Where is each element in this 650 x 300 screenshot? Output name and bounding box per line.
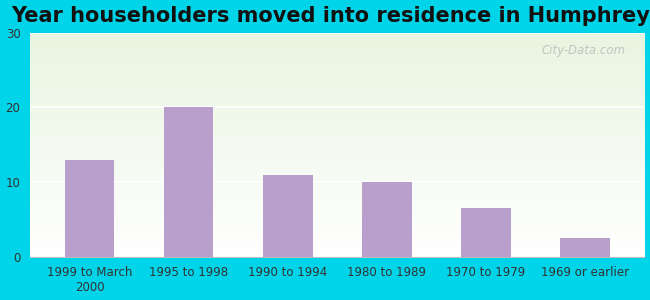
Bar <box>65 160 114 257</box>
Title: Year householders moved into residence in Humphreys: Year householders moved into residence i… <box>12 6 650 26</box>
Bar <box>263 175 313 257</box>
Bar <box>560 238 610 257</box>
Bar <box>164 107 213 257</box>
Text: City-Data.com: City-Data.com <box>542 44 626 57</box>
Bar <box>461 208 511 257</box>
Bar <box>362 182 411 257</box>
